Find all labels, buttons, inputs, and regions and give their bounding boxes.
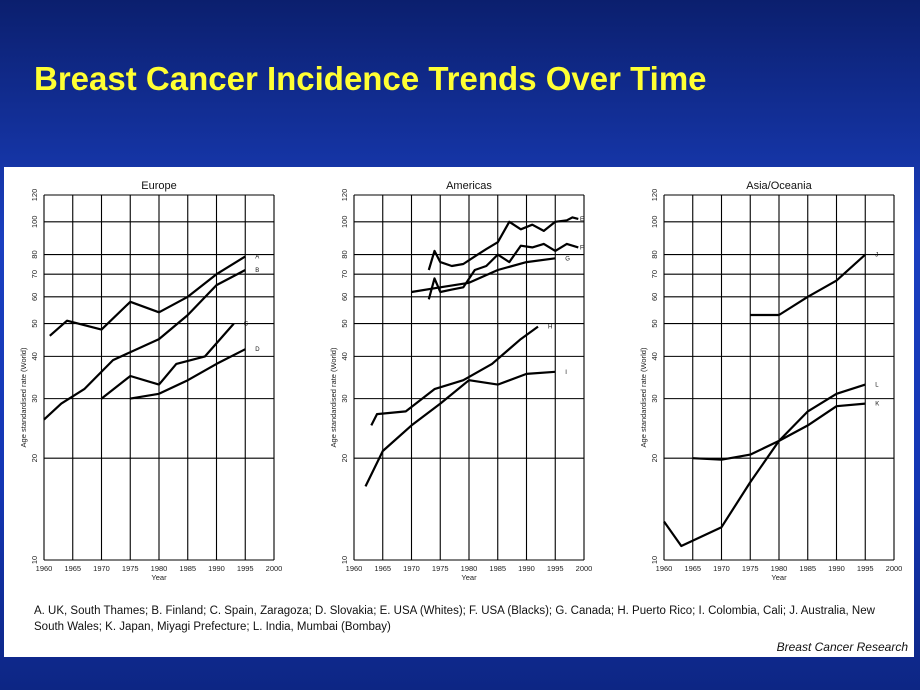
y-tick-label: 30 [30,394,39,402]
x-tick-label: 1995 [547,564,564,573]
y-tick-label: 60 [30,293,39,301]
x-tick-label: 1995 [237,564,254,573]
y-tick-label: 100 [340,216,349,229]
y-axis-label: Age standardised rate (World) [19,347,28,447]
x-tick-label: 2000 [576,564,593,573]
chart-panel-asia-oceania: Asia/Oceania 1960 1965 1970 1975 1980 1985 1990… [639,180,902,582]
x-tick-label: 1985 [489,564,506,573]
y-tick-label: 80 [340,250,349,258]
y-tick-label: 100 [650,216,659,229]
chart-panel-americas: Americas 1960 1965 1970 1975 1980 1985 1990 1995… [329,180,592,582]
figure-caption: A. UK, South Thames; B. Finland; C. Spai… [34,605,875,633]
series-line-i [364,370,556,487]
series-label-a: A [255,254,259,260]
series-line-e [427,216,579,271]
panel-title: Americas [446,180,492,192]
x-tick-label: 1965 [374,564,391,573]
panel-title: Asia/Oceania [746,180,812,192]
x-axis-label: Year [771,573,787,582]
series-label-b: B [255,268,259,274]
x-tick-label: 1975 [122,564,139,573]
y-tick-label: 80 [30,250,39,258]
x-tick-label: 1960 [656,564,673,573]
series-label-l: L [875,383,879,389]
chart-panel-europe: Europe 1960 1965 1970 1975 1980 1985 1990 1995 20… [19,180,282,582]
y-tick-label: 10 [340,556,349,564]
x-tick-label: 1990 [208,564,225,573]
y-tick-label: 120 [340,189,349,202]
y-tick-label: 40 [650,352,659,360]
source-credit: Breast Cancer Research [776,640,908,654]
x-axis-label: Year [461,573,477,582]
series-label-i: I [565,370,567,376]
series-label-h: H [548,325,552,331]
series-line-a [49,255,246,337]
y-tick-label: 20 [340,454,349,462]
y-axis-label: Age standardised rate (World) [329,347,338,447]
series-line-h [370,325,539,426]
series-line-f [427,242,579,300]
x-tick-label: 1995 [857,564,874,573]
y-tick-label: 50 [30,319,39,327]
y-tick-label: 20 [650,454,659,462]
slide-title: Breast Cancer Incidence Trends Over Time [34,60,707,97]
y-tick-label: 20 [30,454,39,462]
x-tick-label: 1970 [713,564,730,573]
series-label-f: F [580,245,584,251]
x-tick-label: 1980 [461,564,478,573]
y-tick-label: 40 [340,352,349,360]
y-tick-label: 80 [650,250,659,258]
y-tick-label: 30 [650,394,659,402]
y-tick-label: 30 [340,394,349,402]
x-axis-label: Year [151,573,167,582]
x-tick-label: 1990 [518,564,535,573]
y-tick-label: 10 [30,556,39,564]
x-tick-label: 2000 [266,564,283,573]
y-tick-label: 70 [30,270,39,278]
x-tick-label: 1975 [432,564,449,573]
x-tick-label: 2000 [886,564,903,573]
chart-figure: Europe 1960 1965 1970 1975 1980 1985 1990 1995 20… [19,180,902,582]
x-tick-label: 1960 [36,564,53,573]
x-tick-label: 1970 [403,564,420,573]
series-line-c [100,322,235,400]
series-line-b [43,269,246,421]
series-label-c: C [244,322,249,328]
x-tick-label: 1975 [742,564,759,573]
y-tick-label: 10 [650,556,659,564]
y-axis-label: Age standardised rate (World) [639,347,648,447]
x-tick-label: 1985 [799,564,816,573]
y-tick-label: 120 [650,189,659,202]
x-tick-label: 1990 [828,564,845,573]
series-label-e: E [580,217,584,223]
x-tick-label: 1980 [771,564,788,573]
x-tick-label: 1985 [179,564,196,573]
y-tick-label: 60 [340,293,349,301]
x-tick-label: 1965 [684,564,701,573]
series-line-l [663,383,866,548]
y-tick-label: 50 [650,319,659,327]
series-label-j: J [875,253,878,259]
figure-panel: Europe 1960 1965 1970 1975 1980 1985 1990 1995 20… [4,167,914,657]
series-label-d: D [255,347,260,353]
series-line-j [750,253,867,317]
y-tick-label: 120 [30,189,39,202]
series-line-d [130,348,246,400]
y-tick-label: 100 [30,216,39,229]
series-line-g [411,257,556,294]
series-label-g: G [565,256,570,262]
x-tick-label: 1970 [93,564,110,573]
panel-title: Europe [141,180,176,192]
x-tick-label: 1980 [151,564,168,573]
y-tick-label: 50 [340,319,349,327]
y-tick-label: 70 [340,270,349,278]
y-tick-label: 40 [30,352,39,360]
x-tick-label: 1960 [346,564,363,573]
x-tick-label: 1965 [64,564,81,573]
series-label-k: K [875,402,879,408]
y-tick-label: 60 [650,293,659,301]
y-tick-label: 70 [650,270,659,278]
